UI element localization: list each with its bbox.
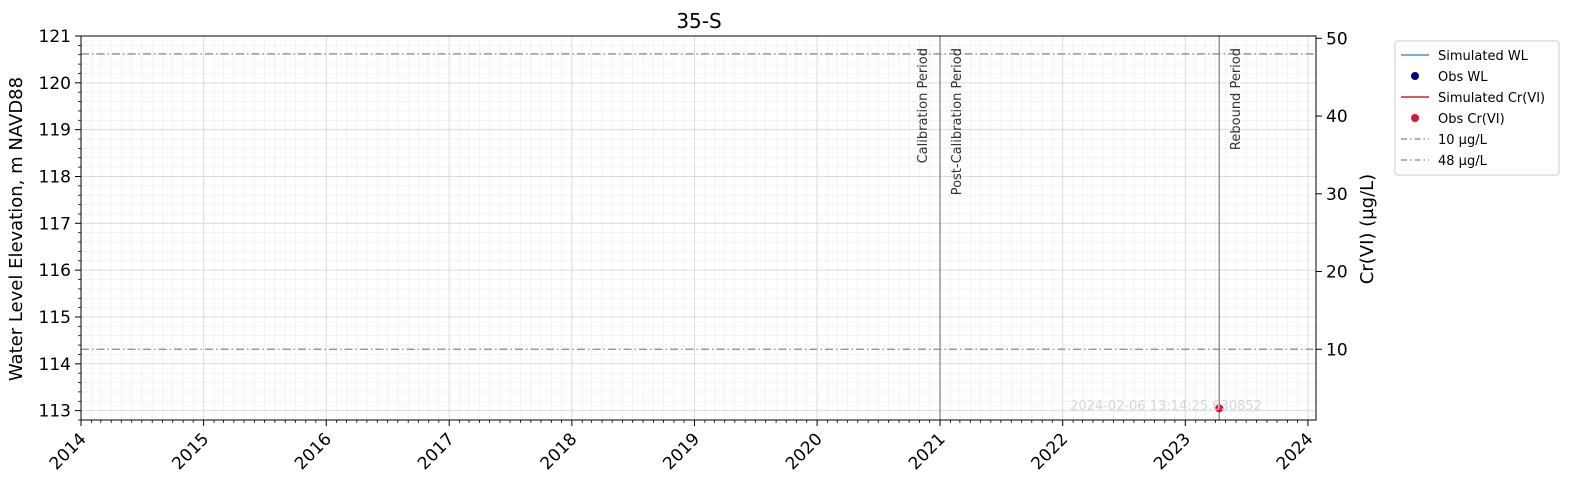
y-tick-label: 120 [39,74,71,94]
y-axis-label: Water Level Elevation, m NAVD88 [6,77,27,381]
period-lines: Calibration Period Post-Calibration Perio… [916,36,1244,420]
y-tick-label: 117 [39,214,71,234]
x-tick-label: 2024 [1273,429,1318,474]
plot-frame [80,35,1317,421]
period-label-right: Rebound Period [1229,48,1244,150]
watermark: 2024-02-06 13:14:25.630852 [1070,399,1262,414]
x-axis: 2014 2015 2016 2017 2018 2019 2020 2021 2022 2023… [46,420,1318,474]
legend-label: Obs WL [1438,70,1488,85]
y-tick-label: 115 [39,308,71,328]
threshold-lines [81,53,1316,350]
legend-label: Obs Cr(VI) [1438,112,1505,127]
legend-label: Simulated WL [1438,49,1529,64]
y2-tick-label: 40 [1326,107,1348,127]
y2-tick-label: 50 [1326,29,1348,49]
x-tick-label: 2021 [905,429,950,474]
minor-grid [81,36,1316,421]
y2-tick-label: 20 [1326,263,1348,283]
legend-label: Simulated Cr(VI) [1438,91,1545,106]
y2-tick-label: 30 [1326,185,1348,205]
obs-crvi-point [1215,404,1224,413]
legend-marker-swatch [1411,114,1419,122]
x-tick-label: 2014 [46,429,91,474]
y-tick-label: 118 [39,167,71,187]
legend-label: 48 µg/L [1438,154,1488,169]
y-tick-label: 119 [39,121,71,141]
legend-label: 10 µg/L [1438,133,1488,148]
period-label-right: Post-Calibration Period [950,48,965,195]
y-tick-label: 113 [39,402,71,422]
y-tick-label: 121 [39,27,71,47]
y-axis-right: 10 20 30 40 50 [1316,29,1348,360]
legend: Simulated WL Obs WL Simulated Cr(VI) Obs Cr… [1394,40,1560,176]
x-tick-label: 2017 [414,429,459,474]
y-axis-left: 113 114 115 116 117 118 119 120 121 [39,27,81,422]
x-tick-label: 2015 [168,429,213,474]
x-tick-label: 2020 [782,429,827,474]
x-tick-label: 2016 [291,429,336,474]
x-tick-label: 2023 [1150,429,1195,474]
data-points [1215,404,1224,413]
legend-box [1394,40,1560,176]
y-tick-label: 116 [39,261,71,281]
legend-marker-swatch [1411,72,1419,80]
chart-title: 35-S [676,9,721,33]
y2-axis-label: Cr(VI) (µg/L) [1357,174,1378,284]
major-grid [80,35,1316,420]
x-tick-label: 2022 [1027,429,1072,474]
x-tick-label: 2019 [659,429,704,474]
y2-tick-label: 10 [1326,340,1348,360]
period-label-left: Calibration Period [916,48,931,163]
x-tick-label: 2018 [537,429,582,474]
y-tick-label: 114 [39,355,71,375]
